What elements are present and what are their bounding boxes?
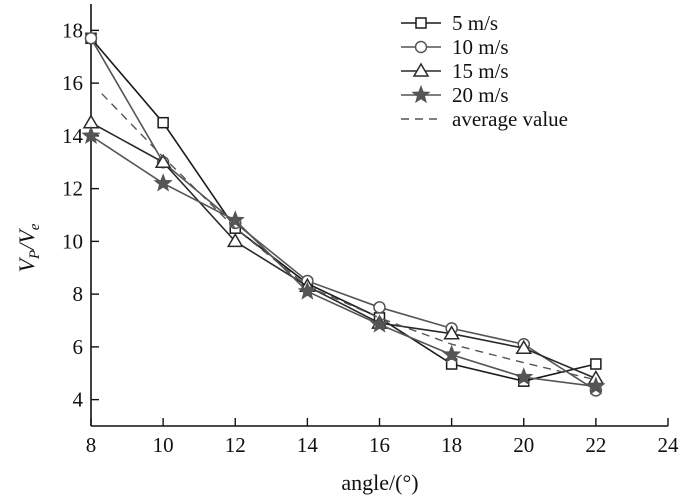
point-0-1 (157, 116, 169, 129)
legend-marker-1 (414, 40, 428, 54)
series-line-0 (90, 37, 597, 382)
y-axis-title: VP/Ve (14, 223, 43, 272)
x-tick-label-16: 16 (369, 433, 390, 457)
series-3 (81, 125, 606, 395)
series-line-3 (90, 135, 596, 388)
legend-label-2: 15 m/s (452, 59, 509, 83)
point-0-7 (590, 358, 602, 370)
x-tick-label-8: 8 (86, 433, 97, 457)
point-3-0 (81, 125, 101, 145)
legend-label-4: average value (452, 107, 568, 131)
series-layer (81, 32, 606, 397)
x-tick-label-14: 14 (297, 433, 319, 457)
y-tick-label-16: 16 (62, 71, 83, 95)
point-1-0 (84, 32, 98, 45)
point-3-3 (297, 281, 317, 300)
legend-label-1: 10 m/s (452, 35, 509, 59)
series-0 (85, 32, 602, 387)
x-tick-label-18: 18 (441, 433, 462, 457)
point-2-2 (226, 232, 244, 248)
legend-marker-0 (415, 17, 427, 29)
legend-label-0: 5 m/s (452, 11, 498, 35)
y-tick-label-10: 10 (62, 229, 83, 253)
point-2-6 (515, 339, 533, 354)
legend-label-3: 20 m/s (452, 83, 509, 107)
point-1-4 (373, 301, 386, 314)
y-tick-label-6: 6 (73, 335, 84, 359)
y-tick-label-14: 14 (62, 124, 84, 148)
x-tick-label-20: 20 (513, 433, 534, 457)
y-ticks: 4 6 8 10 12 14 16 18 (62, 18, 99, 412)
series-4 (101, 93, 597, 381)
point-2-1 (154, 153, 172, 168)
point-3-4 (369, 314, 390, 333)
series-line-1 (90, 37, 597, 392)
y-axis-title-slash: /V (14, 228, 39, 252)
point-3-7 (586, 376, 606, 395)
axes (90, 4, 668, 427)
y-tick-label-18: 18 (62, 18, 83, 42)
point-3-5 (442, 344, 462, 363)
x-tick-label-12: 12 (225, 433, 246, 457)
y-axis-title-main: V (14, 256, 39, 272)
series-line-4 (101, 93, 597, 381)
y-tick-label-8: 8 (73, 282, 84, 306)
point-3-6 (514, 367, 534, 386)
x-tick-label-24: 24 (658, 433, 680, 457)
y-axis-title-sub2: e (27, 223, 43, 230)
y-tick-label-12: 12 (62, 177, 83, 201)
legend-marker-2 (412, 62, 430, 77)
point-3-2 (225, 210, 245, 229)
x-ticks: 8 10 12 14 16 18 20 22 24 (86, 418, 679, 457)
legend-marker-3 (411, 84, 431, 104)
y-axis-title-sub1: P (27, 250, 43, 260)
series-line-2 (90, 121, 597, 380)
y-tick-label-4: 4 (73, 388, 84, 412)
point-2-5 (443, 325, 460, 340)
x-axis-title: angle/(°) (341, 470, 418, 495)
x-tick-label-10: 10 (153, 433, 174, 457)
x-tick-label-22: 22 (585, 433, 606, 457)
point-3-1 (153, 173, 173, 192)
